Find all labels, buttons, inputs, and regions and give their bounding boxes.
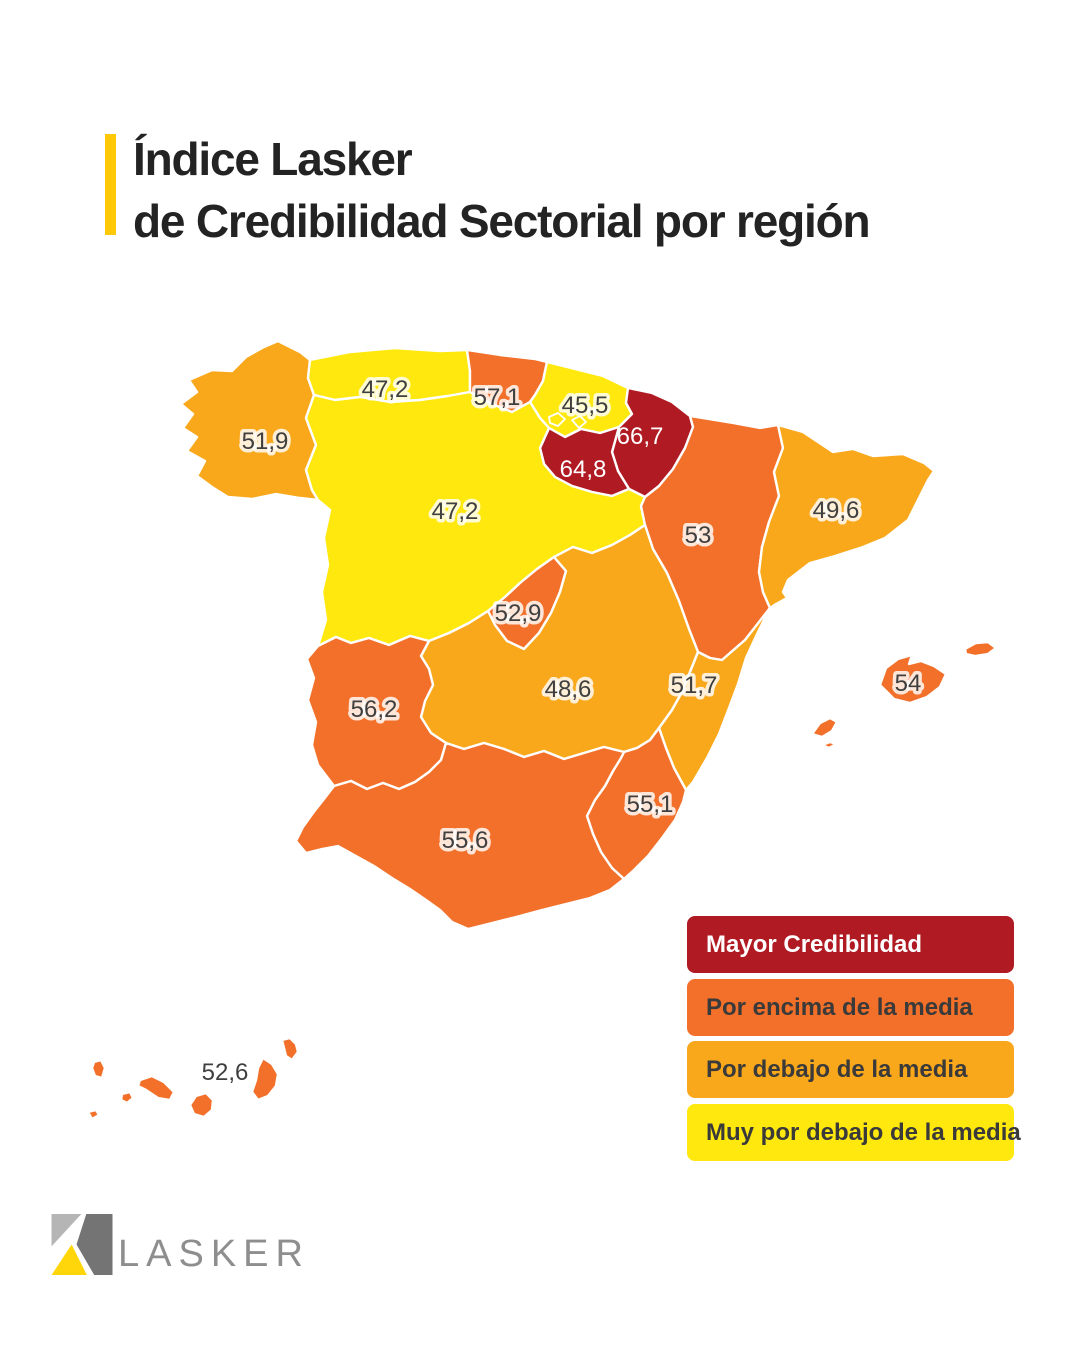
- region-value-asturias: 47,2: [362, 376, 409, 403]
- region-canarias: [86, 1036, 300, 1121]
- region-galicia: [179, 339, 320, 502]
- tenerife-island: [136, 1074, 176, 1102]
- trevino-enclave-outline: [548, 412, 566, 427]
- region-baleares: [810, 640, 998, 750]
- page-title-line2: de Credibilidad Sectorial por región: [133, 195, 871, 247]
- logo-arrow-dark: [76, 1214, 113, 1275]
- mallorca-island: [878, 653, 948, 705]
- region-value-cantabria: 57,1: [474, 384, 521, 411]
- region-value-aragon: 53: [685, 522, 712, 549]
- small-enclave-outline: [571, 415, 587, 429]
- lanzarote-island: [280, 1036, 300, 1062]
- la-palma-island: [90, 1058, 107, 1080]
- region-value-canarias: 52,6: [202, 1059, 249, 1086]
- region-value-la-rioja: 64,8: [560, 456, 607, 483]
- legend-item-por-encima: Por encima de la media: [687, 979, 1014, 1036]
- lasker-logo-mark: [51, 1214, 113, 1275]
- page-title-line1: Índice Lasker: [133, 133, 413, 185]
- region-value-galicia: 51,9: [242, 428, 289, 455]
- legend-item-por-debajo: Por debajo de la media: [687, 1041, 1014, 1098]
- region-value-baleares: 54: [895, 670, 922, 697]
- region-value-madrid: 52,9: [495, 600, 542, 627]
- region-cataluna: [757, 423, 936, 610]
- ibiza-island: [810, 716, 839, 739]
- region-value-murcia: 55,1: [627, 791, 674, 818]
- title-accent-bar: [105, 134, 116, 235]
- legend-label: Mayor Credibilidad: [706, 931, 923, 958]
- logo-triangle-light: [51, 1214, 82, 1247]
- legend-label: Por debajo de la media: [706, 1056, 968, 1083]
- menorca-island: [963, 640, 998, 658]
- logo-triangle-yellow: [51, 1244, 87, 1275]
- region-value-extremadura: 56,2: [351, 696, 398, 723]
- fuerteventura-island: [250, 1056, 280, 1102]
- region-value-cataluna: 49,6: [813, 497, 860, 524]
- legend-item-mayor-credibilidad: Mayor Credibilidad: [687, 916, 1014, 973]
- el-hierro-island: [86, 1108, 101, 1121]
- gran-canaria-island: [188, 1091, 215, 1119]
- region-value-comunidad-valenciana: 51,7: [671, 672, 718, 699]
- legend-label: Por encima de la media: [706, 994, 973, 1021]
- page-title: Índice Lasker de Credibilidad Sectorial …: [133, 128, 871, 252]
- region-andalucia: [294, 741, 626, 931]
- region-value-andalucia: 55,6: [442, 827, 489, 854]
- region-value-navarra: 66,7: [617, 423, 664, 450]
- la-gomera-island: [119, 1090, 135, 1105]
- lasker-logo-text: LASKER: [118, 1233, 310, 1275]
- region-value-pais-vasco: 45,5: [562, 392, 609, 419]
- formentera-island: [820, 740, 838, 750]
- region-value-castilla-y-leon: 47,2: [432, 498, 479, 525]
- legend-item-muy-por-debajo: Muy por debajo de la media: [687, 1104, 1021, 1161]
- region-value-castilla-la-mancha: 48,6: [545, 676, 592, 703]
- legend-label: Muy por debajo de la media: [706, 1119, 1021, 1146]
